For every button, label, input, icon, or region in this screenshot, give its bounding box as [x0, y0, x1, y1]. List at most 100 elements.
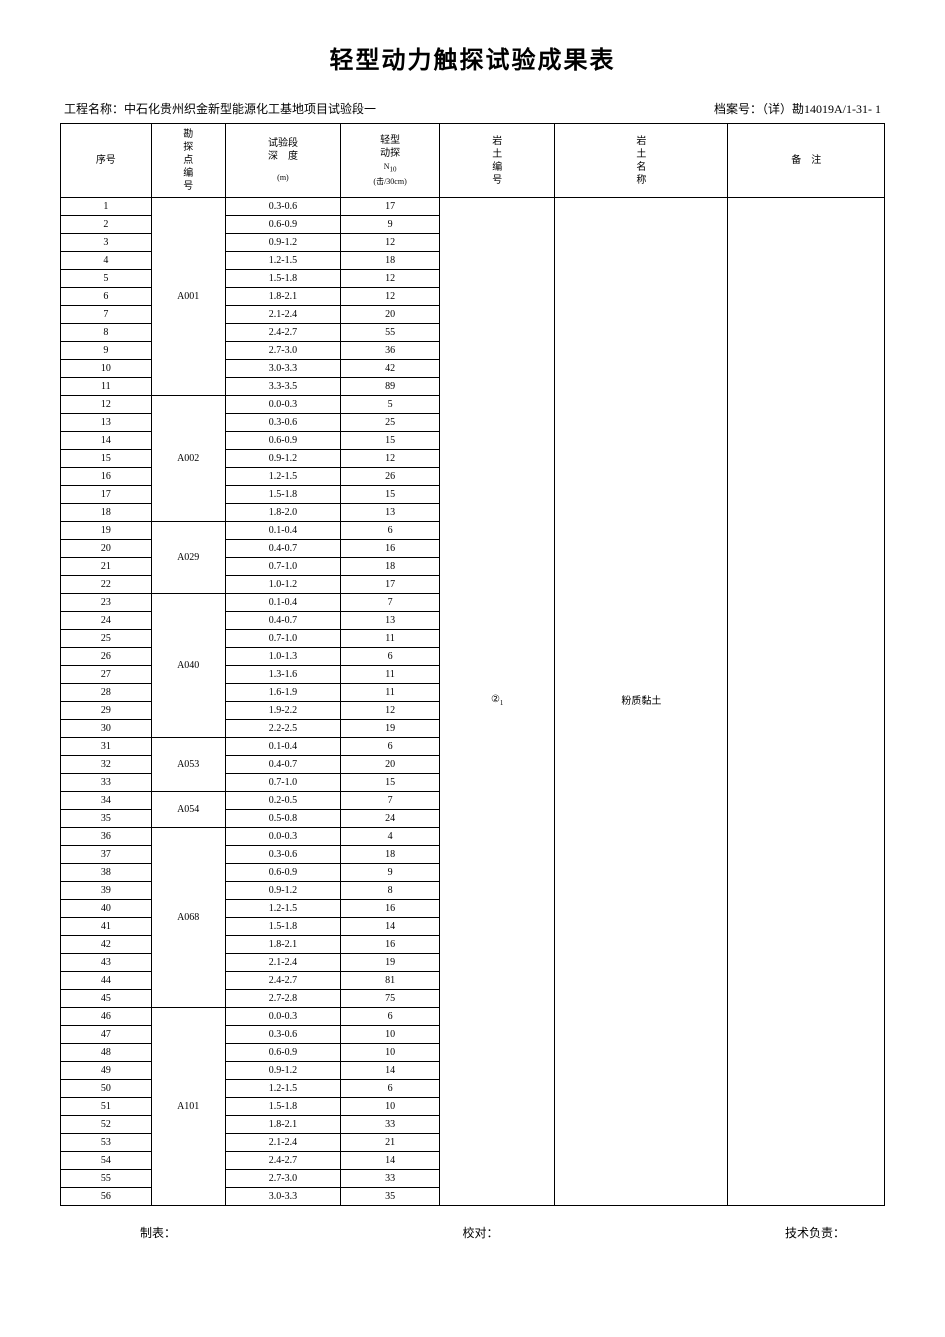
cell-seq: 2 — [61, 216, 152, 234]
cell-seq: 23 — [61, 594, 152, 612]
cell-n10: 19 — [341, 954, 440, 972]
cell-depth: 0.3-0.6 — [225, 846, 340, 864]
cell-depth: 0.3-0.6 — [225, 198, 340, 216]
cell-depth: 1.5-1.8 — [225, 1098, 340, 1116]
cell-depth: 0.6-0.9 — [225, 216, 340, 234]
cell-n10: 33 — [341, 1170, 440, 1188]
cell-depth: 1.2-1.5 — [225, 252, 340, 270]
cell-depth: 0.0-0.3 — [225, 396, 340, 414]
cell-seq: 43 — [61, 954, 152, 972]
cell-n10: 13 — [341, 612, 440, 630]
cell-seq: 51 — [61, 1098, 152, 1116]
cell-seq: 39 — [61, 882, 152, 900]
cell-seq: 21 — [61, 558, 152, 576]
cell-seq: 36 — [61, 828, 152, 846]
cell-point: A053 — [151, 738, 225, 792]
cell-depth: 0.4-0.7 — [225, 756, 340, 774]
cell-seq: 29 — [61, 702, 152, 720]
cell-depth: 1.2-1.5 — [225, 900, 340, 918]
cell-depth: 3.0-3.3 — [225, 1188, 340, 1206]
cell-seq: 42 — [61, 936, 152, 954]
cell-depth: 0.4-0.7 — [225, 540, 340, 558]
archive-value: （详）勘14019A/1-31- 1 — [762, 102, 881, 116]
cell-depth: 0.1-0.4 — [225, 522, 340, 540]
cell-n10: 12 — [341, 288, 440, 306]
cell-depth: 2.4-2.7 — [225, 972, 340, 990]
cell-n10: 16 — [341, 900, 440, 918]
cell-seq: 26 — [61, 648, 152, 666]
cell-n10: 7 — [341, 594, 440, 612]
cell-n10: 25 — [341, 414, 440, 432]
cell-seq: 19 — [61, 522, 152, 540]
cell-depth: 1.0-1.2 — [225, 576, 340, 594]
cell-seq: 45 — [61, 990, 152, 1008]
cell-seq: 16 — [61, 468, 152, 486]
cell-depth: 1.2-1.5 — [225, 468, 340, 486]
cell-seq: 5 — [61, 270, 152, 288]
cell-n10: 6 — [341, 1080, 440, 1098]
cell-depth: 0.5-0.8 — [225, 810, 340, 828]
cell-n10: 42 — [341, 360, 440, 378]
cell-depth: 0.4-0.7 — [225, 612, 340, 630]
archive-no: 档案号：（详）勘14019A/1-31- 1 — [714, 100, 881, 117]
cell-depth: 2.4-2.7 — [225, 324, 340, 342]
cell-n10: 35 — [341, 1188, 440, 1206]
cell-n10: 7 — [341, 792, 440, 810]
cell-n10: 15 — [341, 774, 440, 792]
cell-seq: 7 — [61, 306, 152, 324]
cell-n10: 14 — [341, 918, 440, 936]
cell-seq: 34 — [61, 792, 152, 810]
cell-depth: 0.9-1.2 — [225, 234, 340, 252]
cell-seq: 30 — [61, 720, 152, 738]
cell-n10: 14 — [341, 1062, 440, 1080]
cell-point: A101 — [151, 1008, 225, 1206]
hdr-depth-unit: (m) — [228, 173, 338, 183]
hdr-seq: 序号 — [61, 124, 152, 198]
cell-depth: 1.5-1.8 — [225, 270, 340, 288]
cell-n10: 11 — [341, 666, 440, 684]
cell-depth: 0.6-0.9 — [225, 432, 340, 450]
cell-depth: 0.1-0.4 — [225, 594, 340, 612]
cell-depth: 2.2-2.5 — [225, 720, 340, 738]
cell-seq: 35 — [61, 810, 152, 828]
cell-depth: 0.7-1.0 — [225, 774, 340, 792]
cell-n10: 5 — [341, 396, 440, 414]
cell-depth: 2.1-2.4 — [225, 954, 340, 972]
cell-n10: 81 — [341, 972, 440, 990]
project-name: 工程名称：中石化贵州织金新型能源化工基地项目试验段一 — [64, 100, 376, 117]
cell-seq: 53 — [61, 1134, 152, 1152]
cell-n10: 4 — [341, 828, 440, 846]
n10-sub: 10 — [389, 166, 396, 174]
cell-depth: 0.0-0.3 — [225, 828, 340, 846]
cell-seq: 18 — [61, 504, 152, 522]
page-title: 轻型动力触探试验成果表 — [60, 40, 885, 75]
cell-depth: 0.7-1.0 — [225, 558, 340, 576]
cell-seq: 32 — [61, 756, 152, 774]
hdr-n10-unit: (击/30cm) — [343, 177, 437, 187]
cell-n10: 17 — [341, 198, 440, 216]
cell-depth: 2.4-2.7 — [225, 1152, 340, 1170]
hdr-soilname: 岩土名称 — [555, 124, 728, 198]
cell-seq: 20 — [61, 540, 152, 558]
cell-n10: 26 — [341, 468, 440, 486]
cell-n10: 15 — [341, 432, 440, 450]
cell-soil-no: ②1 — [440, 198, 555, 1206]
table-header: 序号 勘探点编号 试验段深 度 (m) 轻型动探 N10 (击/30cm) 岩土… — [61, 124, 885, 198]
cell-point: A068 — [151, 828, 225, 1008]
cell-seq: 27 — [61, 666, 152, 684]
footer-made: 制表： — [140, 1224, 176, 1241]
cell-seq: 46 — [61, 1008, 152, 1026]
table-body: 1A0010.3-0.617②1粉质黏土20.6-0.9930.9-1.2124… — [61, 198, 885, 1206]
cell-n10: 24 — [341, 810, 440, 828]
cell-depth: 1.9-2.2 — [225, 702, 340, 720]
hdr-depth: 试验段深 度 (m) — [225, 124, 340, 198]
cell-n10: 36 — [341, 342, 440, 360]
cell-depth: 1.3-1.6 — [225, 666, 340, 684]
cell-depth: 2.1-2.4 — [225, 1134, 340, 1152]
cell-n10: 12 — [341, 702, 440, 720]
cell-n10: 33 — [341, 1116, 440, 1134]
cell-n10: 20 — [341, 306, 440, 324]
cell-depth: 0.0-0.3 — [225, 1008, 340, 1026]
cell-n10: 11 — [341, 684, 440, 702]
cell-n10: 12 — [341, 450, 440, 468]
